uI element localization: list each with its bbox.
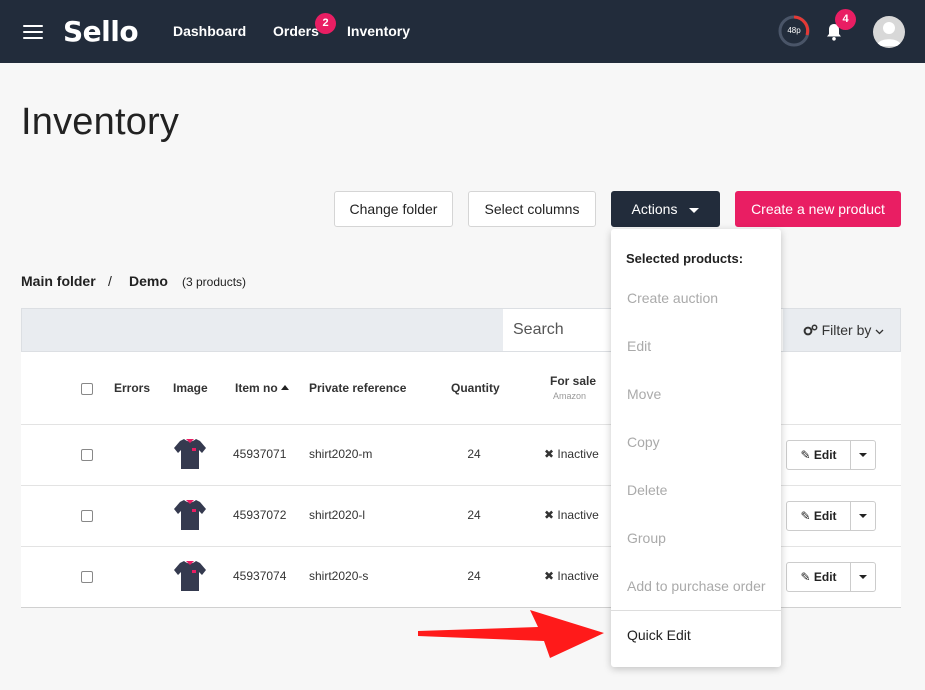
menu-item-copy[interactable]: Copy	[627, 434, 660, 450]
app-logo[interactable]: Sello	[63, 15, 139, 48]
status-label: Inactive	[557, 447, 599, 461]
nav-orders[interactable]: Orders	[273, 23, 319, 39]
product-thumbnail[interactable]	[172, 558, 208, 594]
item-no: 45937071	[233, 447, 287, 461]
breadcrumb-separator: /	[108, 273, 112, 289]
select-columns-button[interactable]: Select columns	[468, 191, 596, 227]
actions-label: Actions	[631, 201, 678, 217]
row-checkbox[interactable]	[81, 449, 93, 461]
row-menu-toggle[interactable]	[851, 502, 876, 530]
nav-dashboard[interactable]: Dashboard	[173, 23, 247, 39]
actions-button[interactable]: Actions	[611, 191, 720, 227]
change-folder-button[interactable]: Change folder	[334, 191, 453, 227]
row-menu-toggle[interactable]	[851, 563, 876, 591]
menu-item-edit[interactable]: Edit	[627, 338, 652, 354]
edit-icon: ✎	[800, 509, 811, 523]
create-product-button[interactable]: Create a new product	[735, 191, 901, 227]
quantity: 24	[467, 508, 481, 522]
row-checkbox[interactable]	[81, 571, 93, 583]
nav-inventory[interactable]: Inventory	[347, 23, 411, 39]
divider	[21, 607, 901, 608]
edit-icon: ✎	[800, 570, 811, 584]
filter-by-button[interactable]: Filter by	[787, 309, 900, 351]
filter-by-label: Filter by	[821, 322, 872, 338]
edit-button[interactable]: ✎ Edit	[787, 563, 851, 591]
edit-label: Edit	[813, 570, 837, 584]
breadcrumb-current: Demo	[129, 273, 168, 289]
orders-badge: 2	[315, 13, 336, 34]
breadcrumb-root[interactable]: Main folder	[21, 273, 96, 289]
item-no: 45937072	[233, 508, 287, 522]
status-label: Inactive	[557, 508, 599, 522]
private-reference: shirt2020-m	[309, 447, 373, 461]
select-all-checkbox[interactable]	[81, 383, 93, 395]
divider	[21, 485, 901, 486]
status-badge: ✖ Inactive	[544, 508, 599, 522]
col-image: Image	[173, 381, 208, 395]
actions-menu: Selected products: Create auction Edit M…	[611, 229, 781, 667]
private-reference: shirt2020-s	[309, 569, 369, 583]
actions-menu-header: Selected products:	[626, 251, 744, 266]
status-badge: ✖ Inactive	[544, 569, 599, 583]
col-quantity[interactable]: Quantity	[451, 381, 500, 395]
divider	[21, 424, 901, 425]
x-icon: ✖	[544, 508, 555, 522]
edit-button[interactable]: ✎ Edit	[787, 441, 851, 469]
edit-icon: ✎	[800, 448, 811, 462]
hamburger-icon[interactable]	[23, 25, 43, 39]
chevron-down-icon	[875, 329, 884, 335]
menu-item-move[interactable]: Move	[627, 386, 662, 402]
private-reference: shirt2020-l	[309, 508, 366, 522]
col-item-no[interactable]: Item no	[235, 381, 290, 395]
menu-item-quick-edit[interactable]: Quick Edit	[627, 627, 691, 643]
col-for-sale[interactable]: For sale	[550, 374, 597, 388]
caret-down-icon	[689, 207, 700, 213]
avatar[interactable]	[873, 16, 905, 48]
product-thumbnail[interactable]	[172, 497, 208, 533]
user-icon	[877, 22, 901, 46]
menu-item-create-auction[interactable]: Create auction	[627, 290, 719, 306]
sort-asc-icon	[281, 385, 290, 390]
speed-gauge-icon[interactable]	[778, 15, 810, 47]
menu-item-group[interactable]: Group	[627, 530, 666, 546]
status-badge: ✖ Inactive	[544, 447, 599, 461]
menu-divider	[611, 610, 781, 611]
edit-label: Edit	[813, 448, 837, 462]
product-count: (3 products)	[182, 275, 247, 289]
edit-label: Edit	[813, 509, 837, 523]
speed-label: 48p	[787, 26, 801, 35]
row-edit-group: ✎ Edit	[786, 440, 876, 470]
row-menu-toggle[interactable]	[851, 441, 876, 469]
page-title: Inventory	[21, 101, 180, 143]
row-edit-group: ✎ Edit	[786, 501, 876, 531]
annotation-arrow-icon	[418, 610, 604, 658]
gears-icon	[803, 324, 818, 336]
top-bar: Sello Dashboard Orders 2 Inventory 48p 4	[0, 0, 925, 63]
notifications-badge: 4	[835, 9, 856, 30]
item-no: 45937074	[233, 569, 287, 583]
col-item-no-label: Item no	[235, 381, 278, 395]
row-edit-group: ✎ Edit	[786, 562, 876, 592]
divider	[21, 546, 901, 547]
quantity: 24	[467, 447, 481, 461]
x-icon: ✖	[544, 447, 555, 461]
status-label: Inactive	[557, 569, 599, 583]
col-for-sale-channel: Amazon	[553, 391, 587, 401]
row-checkbox[interactable]	[81, 510, 93, 522]
product-thumbnail[interactable]	[172, 436, 208, 472]
x-icon: ✖	[544, 569, 555, 583]
col-private-reference[interactable]: Private reference	[309, 381, 407, 395]
menu-item-add-to-purchase-order[interactable]: Add to purchase order	[627, 578, 766, 594]
edit-button[interactable]: ✎ Edit	[787, 502, 851, 530]
col-errors[interactable]: Errors	[114, 381, 151, 395]
quantity: 24	[467, 569, 481, 583]
menu-item-delete[interactable]: Delete	[627, 482, 668, 498]
